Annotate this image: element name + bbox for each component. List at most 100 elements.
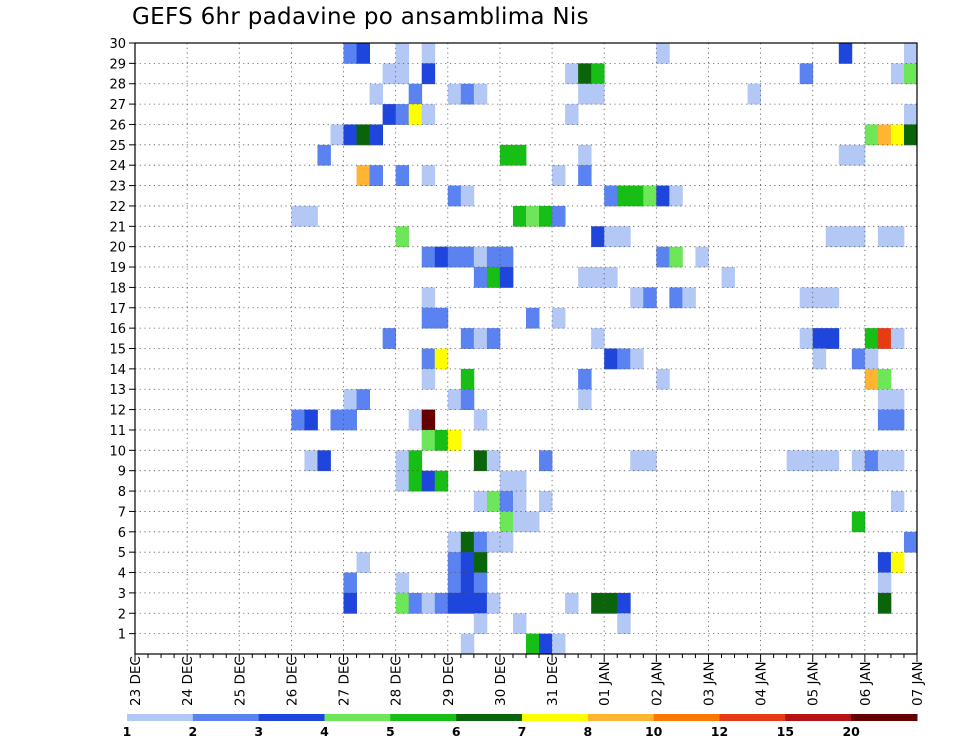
x-tick-label: 06 JAN (858, 661, 874, 706)
heatmap-cell (473, 491, 488, 512)
heatmap-cell (356, 552, 370, 573)
heatmap-cell (864, 368, 879, 390)
y-tick-label: 3 (118, 587, 126, 602)
heatmap-cell (421, 470, 436, 492)
colorbar-tick-label: 12 (711, 724, 728, 739)
heatmap-cell (395, 165, 410, 186)
colorbar-tick-label: 1 (123, 724, 132, 739)
heatmap-cell (304, 205, 318, 227)
heatmap-cell (604, 226, 618, 248)
heatmap-cell (460, 552, 475, 573)
x-tick-label: 03 JAN (701, 661, 717, 706)
heatmap-cell (304, 450, 318, 472)
colorbar-tick-label: 8 (583, 724, 592, 739)
heatmap-cell (578, 267, 592, 288)
heatmap-cell (460, 572, 475, 594)
heatmap-cell (747, 83, 761, 105)
heatmap-cell (512, 470, 527, 492)
heatmap-cell (591, 267, 605, 288)
colorbar-tick-label: 5 (386, 724, 395, 739)
heatmap-cell (499, 246, 514, 268)
y-tick-label: 9 (118, 465, 126, 480)
heatmap-cell (851, 348, 866, 370)
heatmap-cell (447, 592, 462, 614)
y-tick-label: 12 (109, 404, 126, 419)
heatmap-cell (473, 572, 488, 594)
heatmap-cell (812, 348, 827, 370)
heatmap-cell (421, 429, 436, 451)
heatmap-cell (460, 368, 475, 390)
heatmap-cell (499, 491, 514, 512)
heatmap-cell (395, 226, 410, 248)
heatmap-cell (591, 83, 605, 105)
heatmap-cell (864, 124, 879, 146)
x-tick-label: 04 JAN (754, 661, 770, 706)
heatmap-cell (317, 450, 331, 472)
heatmap-cell (877, 328, 892, 349)
heatmap-cell (486, 531, 501, 553)
colorbar-tick-label: 4 (320, 724, 329, 739)
heatmap-cell (552, 633, 566, 655)
heatmap-cell (617, 185, 631, 207)
y-tick-label: 25 (109, 139, 126, 154)
heatmap-cell (499, 531, 514, 553)
heatmap-cell (395, 450, 410, 472)
heatmap-cell (799, 450, 814, 472)
heatmap-cell (408, 450, 423, 472)
heatmap-cell (473, 613, 488, 635)
x-tick-label: 05 JAN (806, 661, 822, 706)
heatmap-cell (565, 592, 579, 614)
y-tick-label: 23 (109, 180, 126, 195)
colorbar-swatch (456, 714, 523, 721)
heatmap-cell (460, 246, 475, 268)
y-tick-label: 20 (109, 241, 126, 256)
heatmap-cell (786, 450, 801, 472)
x-axis: 23 DEC 24 DEC 25 DEC 26 DEC 27 DEC 28 DEC 29 D… (128, 654, 926, 706)
y-tick-label: 2 (118, 607, 126, 622)
heatmap-cell (877, 124, 892, 146)
x-tick-label: 25 DEC (232, 656, 248, 706)
heatmap-cell (695, 246, 709, 268)
heatmap-cell (565, 104, 579, 125)
y-tick-label: 6 (118, 526, 126, 541)
heatmap-cell (656, 185, 670, 207)
y-tick-label: 29 (109, 57, 126, 72)
heatmap-cell (825, 328, 840, 349)
heatmap-cell (604, 348, 618, 370)
x-tick-label: 23 DEC (128, 656, 144, 706)
heatmap-cell (643, 287, 657, 309)
heatmap-cell (617, 613, 631, 635)
heatmap-cell (343, 409, 357, 431)
heatmap-cell (460, 633, 475, 655)
heatmap-cell (421, 307, 436, 329)
heatmap-cell (486, 592, 501, 614)
heatmap-cell (356, 43, 370, 64)
heatmap-cell (526, 511, 540, 533)
heatmap-cell (460, 83, 475, 105)
heatmap-cell (447, 429, 462, 451)
heatmap-cell (408, 592, 423, 614)
heatmap-cell (421, 368, 436, 390)
heatmap-cell (486, 328, 501, 349)
heatmap-cell (851, 226, 866, 248)
plot-frame (134, 42, 918, 655)
heatmap-cell (356, 124, 370, 146)
colorbar-tick-label: 3 (254, 724, 263, 739)
colorbar-tick-label: 6 (452, 724, 461, 739)
heatmap-cell (851, 511, 866, 533)
heatmap-cell (552, 205, 566, 227)
heatmap-cell (903, 531, 918, 553)
heatmap-cell (877, 368, 892, 390)
heatmap-cell (434, 246, 449, 268)
heatmap-cell (512, 511, 527, 533)
heatmap-cell (617, 348, 631, 370)
heatmap-cell (526, 205, 540, 227)
heatmap-cell (812, 450, 827, 472)
heatmap-cell (526, 307, 540, 329)
colorbar-swatch (851, 714, 918, 721)
heatmap-cell (460, 592, 475, 614)
y-tick-label: 13 (109, 383, 126, 398)
heatmap-cell (877, 389, 892, 410)
colorbar-tick-label: 7 (518, 724, 527, 739)
